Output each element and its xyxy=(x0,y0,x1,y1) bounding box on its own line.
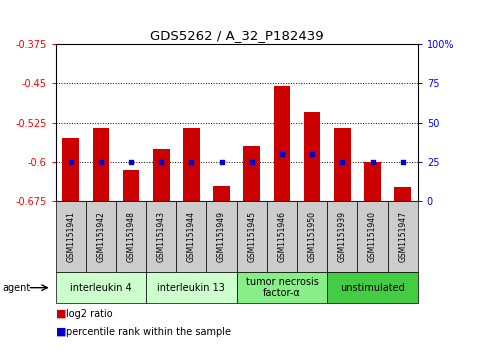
Text: GSM1151943: GSM1151943 xyxy=(156,211,166,262)
Text: GSM1151944: GSM1151944 xyxy=(187,211,196,262)
Bar xyxy=(183,128,199,201)
Text: GSM1151945: GSM1151945 xyxy=(247,211,256,262)
Point xyxy=(187,159,195,165)
Point xyxy=(248,159,256,165)
Title: GDS5262 / A_32_P182439: GDS5262 / A_32_P182439 xyxy=(150,29,324,42)
Text: ■: ■ xyxy=(56,309,66,319)
Bar xyxy=(304,112,320,201)
Point xyxy=(97,159,105,165)
Text: GSM1151941: GSM1151941 xyxy=(66,211,75,262)
Point xyxy=(278,151,286,157)
Text: GSM1151949: GSM1151949 xyxy=(217,211,226,262)
Text: GSM1151939: GSM1151939 xyxy=(338,211,347,262)
Text: GSM1151942: GSM1151942 xyxy=(96,211,105,262)
Text: GSM1151950: GSM1151950 xyxy=(308,211,317,262)
Bar xyxy=(364,162,381,201)
Bar xyxy=(274,86,290,201)
Point xyxy=(369,159,376,165)
Point xyxy=(399,159,407,165)
Point xyxy=(218,159,226,165)
Text: interleukin 4: interleukin 4 xyxy=(70,283,132,293)
Text: interleukin 13: interleukin 13 xyxy=(157,283,226,293)
Bar xyxy=(93,128,109,201)
Text: ■: ■ xyxy=(56,327,66,337)
Text: GSM1151947: GSM1151947 xyxy=(398,211,407,262)
Text: unstimulated: unstimulated xyxy=(340,283,405,293)
Bar xyxy=(123,170,139,201)
Bar xyxy=(213,185,230,201)
Point xyxy=(308,151,316,157)
Text: percentile rank within the sample: percentile rank within the sample xyxy=(66,327,231,337)
Bar xyxy=(62,138,79,201)
Point xyxy=(157,159,165,165)
Text: GSM1151948: GSM1151948 xyxy=(127,211,136,262)
Text: tumor necrosis
factor-α: tumor necrosis factor-α xyxy=(245,277,318,298)
Point xyxy=(127,159,135,165)
Bar xyxy=(334,128,351,201)
Text: GSM1151940: GSM1151940 xyxy=(368,211,377,262)
Point xyxy=(67,159,74,165)
Bar xyxy=(153,149,170,201)
Bar xyxy=(243,146,260,201)
Text: agent: agent xyxy=(2,283,30,293)
Text: log2 ratio: log2 ratio xyxy=(66,309,113,319)
Bar xyxy=(395,187,411,201)
Point xyxy=(339,159,346,165)
Text: GSM1151946: GSM1151946 xyxy=(277,211,286,262)
